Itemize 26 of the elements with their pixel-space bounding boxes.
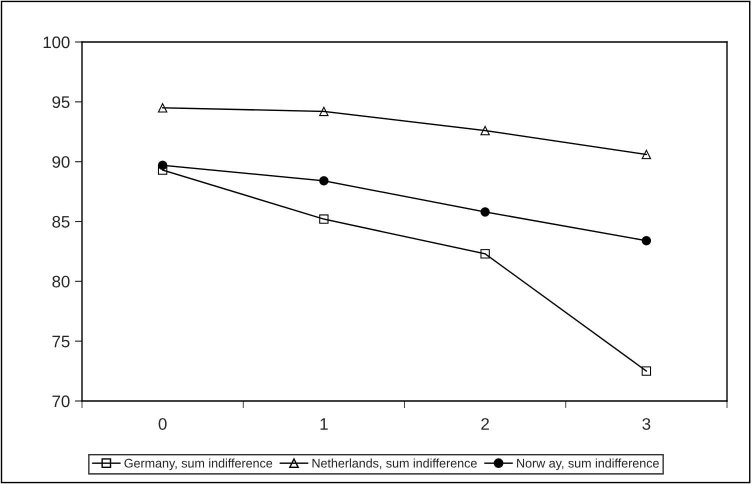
x-tick-label: 1	[320, 418, 328, 430]
point	[158, 103, 168, 113]
x-tick-label: 3	[642, 418, 650, 430]
y-tick-label: 75	[52, 336, 70, 348]
point	[319, 176, 329, 186]
point	[319, 214, 329, 224]
point	[480, 126, 490, 136]
point	[642, 366, 652, 376]
legend-label: Germany, sum indifference	[124, 458, 272, 470]
point	[158, 165, 168, 175]
x-tick-label: 2	[481, 418, 489, 430]
legend-label: Norw ay, sum indifference	[517, 458, 659, 470]
x-tick-label: 0	[158, 418, 167, 430]
point	[480, 207, 490, 217]
legend-label: Netherlands, sum indifference	[312, 458, 477, 470]
point	[319, 106, 329, 116]
point	[158, 160, 168, 170]
y-tick-label: 85	[52, 216, 70, 228]
y-tick-label: 70	[52, 395, 70, 408]
y-tick-label: 90	[52, 156, 70, 168]
point	[480, 249, 490, 258]
y-tick-label: 95	[52, 96, 70, 108]
point	[642, 236, 652, 246]
point	[642, 150, 652, 160]
y-tick-label: 80	[52, 276, 70, 288]
y-tick-label: 100	[44, 36, 70, 48]
